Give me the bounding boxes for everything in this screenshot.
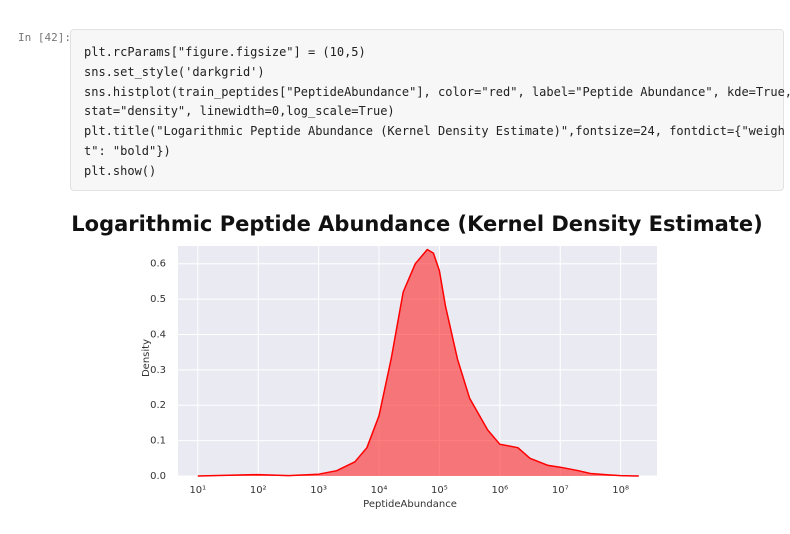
code-line: plt.rcParams["figure.figsize"] = (10,5) — [84, 45, 366, 59]
x-tick-label: 10¹ — [189, 485, 206, 496]
chart-title: Logarithmic Peptide Abundance (Kernel De… — [71, 212, 762, 236]
code-line: stat="density", linewidth=0,log_scale=Tr… — [84, 104, 395, 119]
x-tick-label: 10⁸ — [612, 485, 629, 496]
cell-prompt: In [42]: — [18, 31, 71, 44]
y-tick-label: 0.1 — [150, 436, 166, 447]
y-tick-label: 0.3 — [150, 365, 166, 376]
y-tick-label: 0.6 — [150, 259, 166, 270]
code-line: t": "bold"}) — [84, 143, 171, 158]
y-tick-label: 0.0 — [150, 471, 166, 482]
y-tick-label: 0.4 — [150, 329, 166, 340]
code-line: plt.title("Logarithmic Peptide Abundance… — [84, 124, 785, 139]
y-tick-label: 0.2 — [150, 400, 166, 411]
code-line: plt.show() — [84, 163, 157, 178]
x-tick-label: 10² — [250, 485, 267, 496]
x-tick-label: 10³ — [310, 485, 327, 496]
x-axis-label: PeptideAbundance — [363, 499, 457, 510]
y-tick-label: 0.5 — [150, 294, 166, 305]
kde-line — [197, 248, 639, 477]
x-tick-label: 10⁴ — [371, 485, 388, 496]
density-area — [197, 249, 639, 476]
code-line: sns.histplot(train_peptides["PeptideAbun… — [84, 84, 790, 99]
x-tick-label: 10⁵ — [431, 485, 448, 496]
y-axis-label: Density — [141, 339, 152, 377]
code-cell[interactable]: plt.rcParams["figure.figsize"] = (10,5) s… — [70, 29, 790, 191]
chart: Logarithmic Peptide Abundance (Kernel De… — [71, 212, 762, 510]
code-line: sns.set_style('darkgrid') — [84, 64, 265, 79]
x-tick-label: 10⁷ — [552, 485, 569, 496]
x-tick-label: 10⁶ — [491, 485, 508, 496]
